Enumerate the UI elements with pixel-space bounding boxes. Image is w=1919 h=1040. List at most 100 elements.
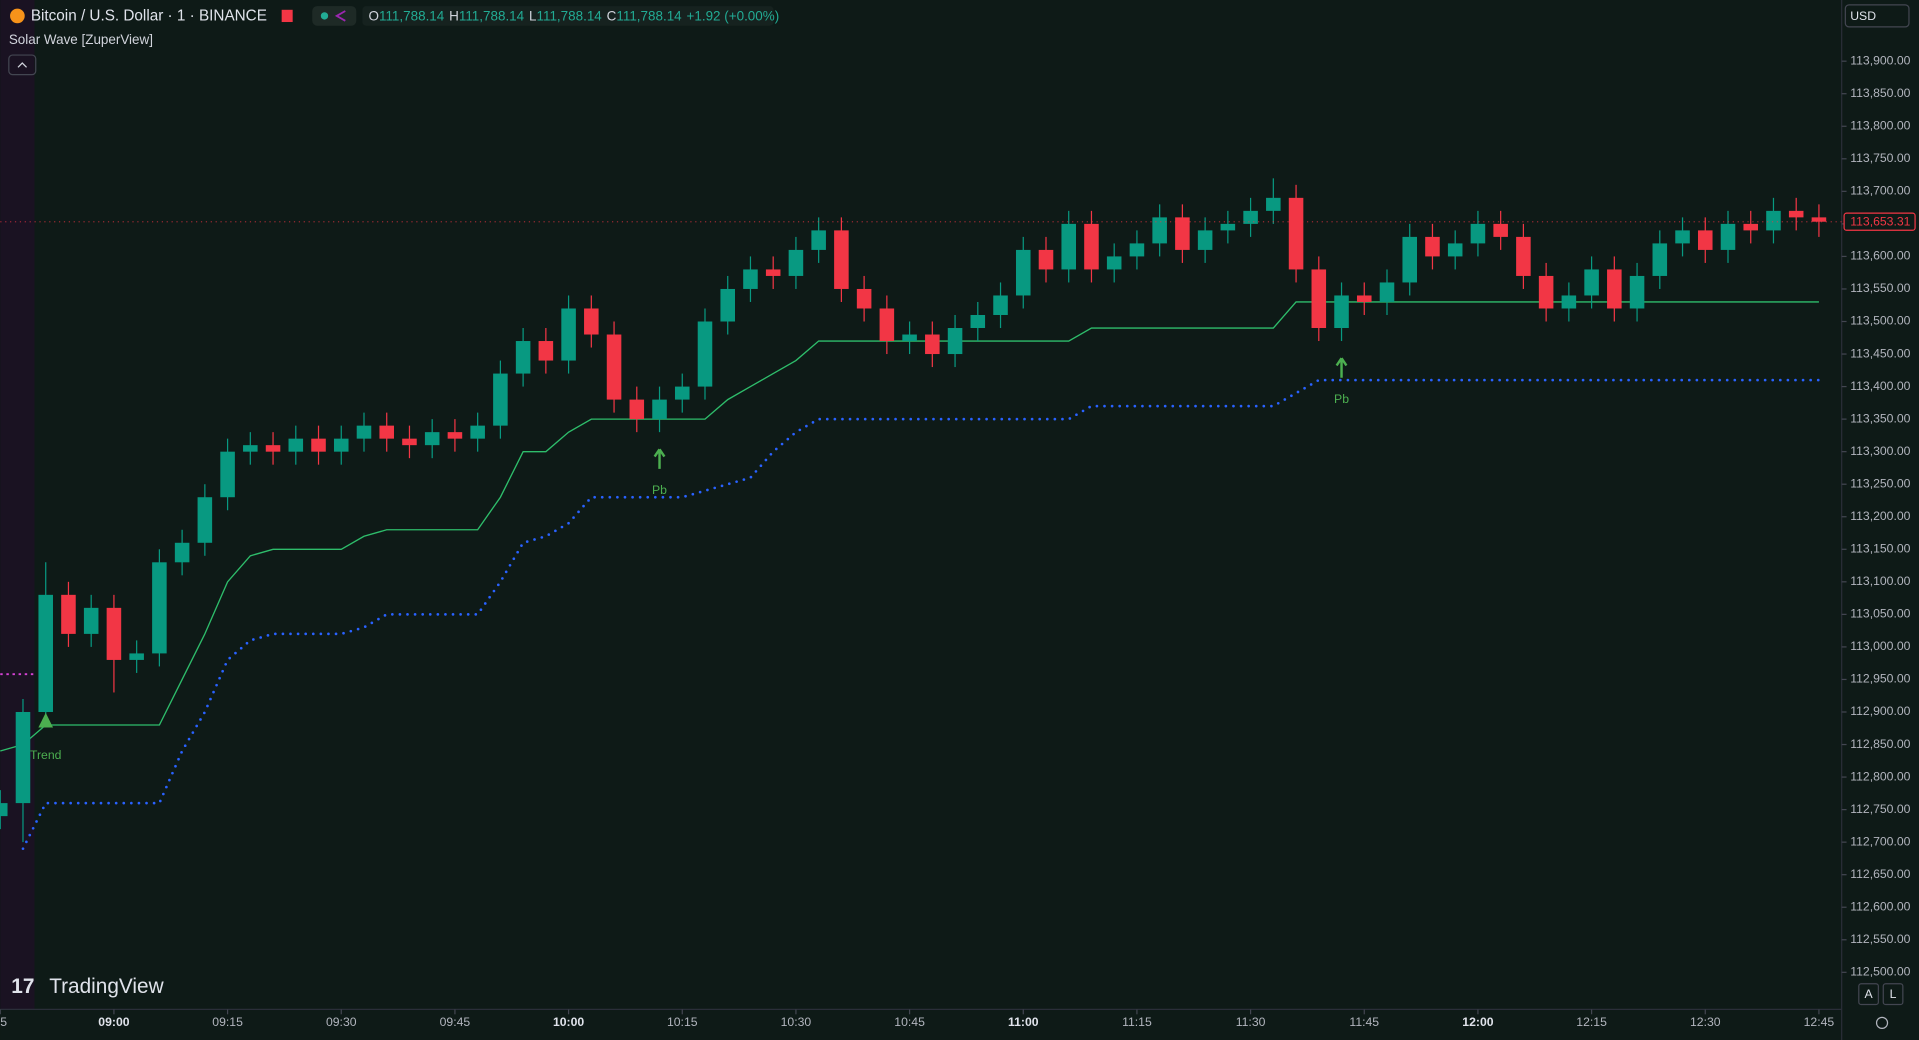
- candle-body: [0, 803, 8, 817]
- y-tick-label: 113,600.00: [1850, 249, 1910, 263]
- x-tick-label: 12:15: [1576, 1015, 1607, 1029]
- x-tick-label: 10:30: [781, 1015, 812, 1029]
- x-tick-label: 12:30: [1690, 1015, 1721, 1029]
- candle-body: [1652, 243, 1668, 276]
- y-tick-label: 113,500.00: [1850, 314, 1910, 328]
- candle-body: [1379, 282, 1395, 302]
- candle-body: [515, 341, 531, 374]
- candle-body: [1493, 223, 1508, 237]
- candle-body: [1288, 197, 1304, 270]
- log-scale-label: L: [1890, 987, 1897, 1001]
- candle-body: [1197, 230, 1213, 250]
- signal-arrow: [653, 448, 666, 469]
- candle-body: [1220, 223, 1236, 231]
- candle-body: [1152, 217, 1167, 244]
- candle-body: [1561, 295, 1577, 309]
- candle-body: [1607, 269, 1622, 309]
- y-tick-label: 113,100.00: [1850, 574, 1910, 588]
- candle-body: [1106, 256, 1122, 270]
- x-tick-label: 09:00: [98, 1015, 129, 1029]
- y-tick-label: 113,300.00: [1850, 444, 1910, 458]
- x-tick-label: 11:30: [1236, 1015, 1266, 1029]
- y-tick-label: 113,450.00: [1850, 346, 1910, 360]
- candle-body: [1447, 243, 1463, 257]
- candle-body: [197, 497, 213, 543]
- candle-body: [1720, 223, 1736, 250]
- candle-body: [1629, 275, 1645, 309]
- y-tick-label: 112,550.00: [1850, 932, 1910, 946]
- candle-body: [1061, 223, 1077, 270]
- candle-body: [1697, 230, 1713, 250]
- candle-body: [129, 653, 144, 660]
- candle-body: [1788, 210, 1804, 218]
- candle-body: [1470, 223, 1486, 244]
- x-tick-label: 09:15: [212, 1015, 243, 1029]
- status-icons[interactable]: [312, 6, 357, 26]
- y-tick-label: 113,000.00: [1850, 639, 1910, 653]
- y-tick-label: 113,050.00: [1850, 607, 1910, 621]
- candle-body: [993, 295, 1008, 315]
- candle-body: [470, 425, 485, 439]
- x-tick-label: 12:00: [1462, 1015, 1493, 1029]
- candle-body: [538, 341, 554, 361]
- ohlc-key: L: [529, 8, 537, 23]
- x-tick-label: 10:00: [553, 1015, 584, 1029]
- candle-body: [379, 425, 394, 439]
- candle-body: [720, 288, 735, 322]
- x-tick-label: 10:15: [667, 1015, 698, 1029]
- collapse-icon: [17, 62, 27, 68]
- collapse-button[interactable]: [8, 54, 37, 76]
- log-scale-button[interactable]: [1882, 983, 1904, 1006]
- x-tick-label: 09:45: [440, 1015, 471, 1029]
- ohlc-key: H: [449, 8, 459, 23]
- symbol-icon: [10, 8, 25, 24]
- y-tick-label: 113,850.00: [1850, 86, 1910, 100]
- candle-body: [856, 288, 872, 309]
- candle-body: [879, 308, 895, 342]
- y-tick-label: 112,800.00: [1850, 769, 1910, 783]
- flag-icon[interactable]: [281, 9, 293, 23]
- candle-body: [1811, 217, 1827, 222]
- ohlc-value: 111,788.14: [537, 8, 603, 23]
- candle-body: [1243, 210, 1258, 224]
- x-tick-label: 11:45: [1349, 1015, 1379, 1029]
- candle-body: [1675, 230, 1690, 244]
- y-tick-label: 113,400.00: [1850, 379, 1910, 393]
- y-tick-label: 112,650.00: [1850, 867, 1910, 881]
- logo-mark: 17: [11, 975, 34, 998]
- candle-body: [1425, 236, 1440, 257]
- candle-body: [38, 594, 53, 712]
- last-price-label: 113,653.31: [1850, 215, 1910, 229]
- y-tick-label: 113,350.00: [1850, 411, 1910, 425]
- auto-scale-button[interactable]: [1858, 983, 1879, 1006]
- candle-body: [1334, 295, 1349, 329]
- candle-body: [1129, 243, 1145, 257]
- x-tick-label: 45: [0, 1015, 7, 1029]
- status-dot: [320, 12, 329, 20]
- plot-area: Trend Pb Pb: [0, 178, 1842, 851]
- candle-body: [1402, 236, 1418, 283]
- ohlc-value: 111,788.14: [459, 8, 525, 23]
- candle-body: [15, 711, 31, 804]
- y-tick-label: 112,950.00: [1850, 672, 1910, 686]
- pre-session-band: [0, 0, 35, 1010]
- settings-button[interactable]: [1875, 1016, 1889, 1029]
- y-tick-label: 113,700.00: [1850, 184, 1910, 198]
- status-share: [334, 10, 346, 22]
- header: Bitcoin / U.S. Dollar · 1 · BINANCE O111…: [8, 4, 1910, 1029]
- candle-body: [333, 438, 349, 452]
- candle-body: [493, 373, 508, 426]
- ohlc-key: C: [607, 8, 617, 23]
- candle-body: [402, 438, 417, 446]
- candle-body: [356, 425, 372, 439]
- candle-body: [1175, 217, 1190, 250]
- candle-body: [1356, 295, 1372, 302]
- auto-scale-label: A: [1865, 987, 1874, 1001]
- candle-body: [606, 334, 622, 400]
- indicator-name[interactable]: Solar Wave [ZuperView]: [9, 32, 153, 47]
- currency-box[interactable]: [1844, 4, 1910, 28]
- x-tick-label: 12:45: [1804, 1015, 1835, 1029]
- candle-body: [765, 269, 781, 276]
- candle-body: [1516, 236, 1531, 276]
